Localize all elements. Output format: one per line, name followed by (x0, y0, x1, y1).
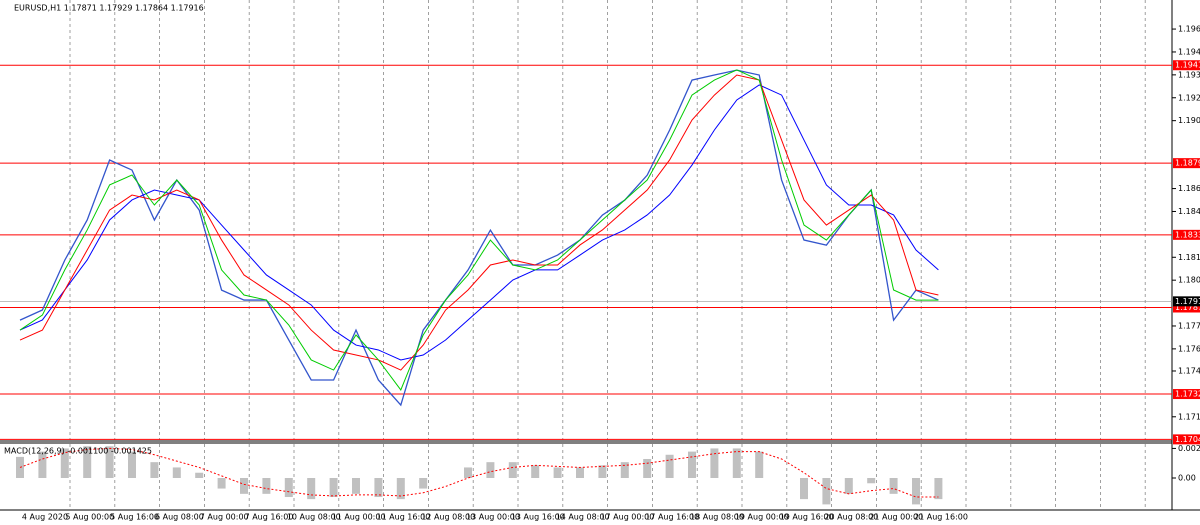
macd-bar (329, 478, 338, 498)
macd-bar (598, 465, 607, 478)
x-tick-label: 17 Aug 00:00 (600, 513, 654, 522)
level-label: 1.17042 (1175, 435, 1200, 444)
y-tick-label: 1.18195 (1178, 253, 1200, 262)
macd-bar (822, 478, 831, 505)
macd-bar (38, 451, 47, 478)
y-tick-label: 1.19205 (1178, 93, 1200, 102)
y-tick-label: 1.17615 (1178, 344, 1200, 353)
x-tick-label: 19 Aug 00:00 (735, 513, 789, 522)
macd-bar (576, 467, 584, 478)
y-tick-label: 1.18050 (1178, 276, 1200, 285)
bid-label-box (1173, 296, 1200, 307)
x-tick-label: 7 Aug 00:00 (200, 513, 249, 522)
macd-bar (374, 478, 383, 498)
macd-bar (60, 448, 69, 478)
macd-bar (800, 478, 808, 500)
macd-bar (262, 478, 271, 494)
level-label-box (1173, 389, 1200, 400)
macd-bar (172, 467, 181, 478)
x-tick-label: 7 Aug 16:00 (245, 513, 294, 522)
y-tick-label: 1.18485 (1178, 207, 1200, 216)
macd-bar (688, 451, 696, 478)
y-tick-label: 0.002958 (1178, 444, 1200, 453)
macd-bar (710, 448, 719, 478)
x-tick-label: 4 Aug 2020 (22, 513, 68, 522)
chart-title: EURUSD,H1 1.17871 1.17929 1.17864 1.1791… (14, 4, 204, 13)
x-tick-label: 11 Aug 00:00 (332, 513, 386, 522)
price-series (19, 84, 939, 361)
macd-bar (419, 478, 428, 489)
level-label: 1.18791 (1175, 159, 1200, 168)
macd-bar (396, 478, 405, 500)
macd-bar (217, 478, 226, 489)
x-tick-label: 6 Aug 08:00 (155, 513, 204, 522)
level-label: 1.19411 (1175, 61, 1200, 70)
y-tick-label: 0.00 (1178, 474, 1196, 483)
macd-bar (128, 451, 136, 478)
x-tick-label: 5 Aug 16:00 (110, 513, 159, 522)
macd-bar (352, 478, 360, 494)
level-label-box (1173, 60, 1200, 71)
price-series (19, 69, 939, 407)
y-tick-label: 1.19495 (1178, 47, 1200, 56)
macd-bar (284, 478, 293, 498)
level-label-box (1173, 158, 1200, 169)
y-tick-label: 1.19350 (1178, 70, 1200, 79)
macd-bar (867, 478, 876, 484)
macd-bar (531, 465, 540, 478)
macd-bar (195, 472, 204, 478)
bid-label: 1.17916 (1175, 297, 1200, 306)
chart-title: MACD(12,26,9) -0.001100 -0.001425 (4, 447, 152, 456)
y-tick-label: 1.19060 (1178, 116, 1200, 125)
x-tick-label: 20 Aug 08:00 (824, 513, 878, 522)
macd-bar (553, 467, 562, 478)
macd-bar (240, 478, 248, 494)
macd-bar (934, 478, 943, 500)
macd-bar (83, 446, 92, 478)
price-series (19, 69, 939, 391)
x-tick-label: 18 Aug 08:00 (690, 513, 744, 522)
price-series (19, 74, 939, 371)
y-tick-label: 1.18630 (1178, 184, 1200, 193)
x-tick-label: 19 Aug 16:00 (780, 513, 834, 522)
macd-bar (105, 446, 114, 478)
y-tick-label: 1.17760 (1178, 321, 1200, 330)
x-tick-label: 12 Aug 08:00 (421, 513, 475, 522)
x-tick-label: 10 Aug 08:00 (287, 513, 341, 522)
macd-bar (665, 454, 674, 478)
x-tick-label: 21 Aug 00:00 (869, 513, 923, 522)
macd-bar (620, 462, 629, 478)
level-label: 1.18337 (1175, 230, 1200, 239)
macd-bar (755, 451, 764, 478)
x-tick-label: 13 Aug 00:00 (466, 513, 520, 522)
y-tick-label: 1.19640 (1178, 25, 1200, 34)
macd-bar (508, 462, 517, 478)
macd-bar (464, 467, 472, 478)
level-label-box (1173, 302, 1200, 313)
y-tick-label: 1.17185 (1178, 412, 1200, 421)
x-tick-label: 5 Aug 00:00 (65, 513, 114, 522)
x-tick-label: 13 Aug 16:00 (511, 513, 565, 522)
x-tick-label: 17 Aug 16:00 (645, 513, 699, 522)
macd-bar (643, 458, 652, 478)
macd-bar (844, 478, 853, 494)
x-tick-label: 21 Aug 16:00 (914, 513, 968, 522)
macd-bar (486, 462, 495, 478)
macd-bar (889, 478, 898, 494)
macd-bar (732, 448, 741, 478)
level-label: 1.17329 (1175, 390, 1200, 399)
level-label: 1.17877 (1175, 303, 1200, 312)
x-tick-label: 11 Aug 16:00 (376, 513, 430, 522)
signal-line (19, 447, 939, 498)
level-label-box (1173, 434, 1200, 445)
macd-bar (307, 478, 316, 500)
x-tick-label: 14 Aug 08:00 (556, 513, 610, 522)
y-tick-label: 1.17475 (1178, 366, 1200, 375)
level-label-box (1173, 229, 1200, 240)
macd-bar (912, 478, 920, 505)
macd-bar (150, 462, 159, 478)
